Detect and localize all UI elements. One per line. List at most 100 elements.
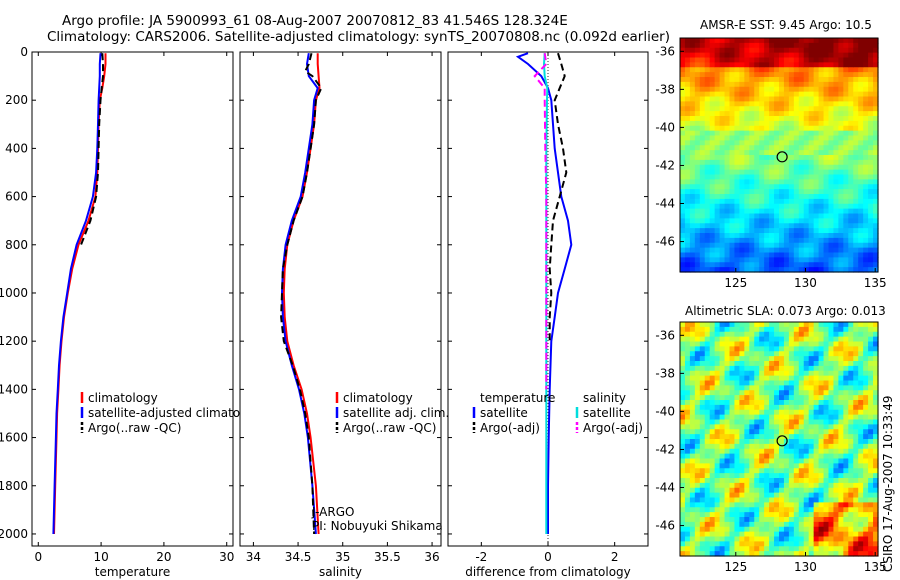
sla-map-cell <box>848 531 854 538</box>
sla-map-cell <box>813 512 820 518</box>
sst-map-cell <box>868 81 874 88</box>
sst-map-cell <box>744 130 750 137</box>
sla-map-cell <box>769 531 775 538</box>
sst-map-cell <box>744 189 750 195</box>
depth-tick-label: 1000 <box>0 286 28 300</box>
sla-map-cell <box>709 468 716 474</box>
sla-map-cell <box>833 419 839 425</box>
sla-map-cell <box>848 463 854 469</box>
sst-map-cell <box>680 52 686 59</box>
sst-map-cell <box>729 135 736 141</box>
sla-map-cell <box>793 443 800 450</box>
sla-map-cell <box>680 365 686 372</box>
sla-map-cell <box>803 473 810 479</box>
sst-map-cell <box>759 38 765 44</box>
sla-map-cell <box>729 365 736 372</box>
sst-map-cell <box>714 189 721 195</box>
sla-map-cell <box>803 375 810 382</box>
sla-map-cell <box>803 497 810 503</box>
sst-map-cell <box>759 247 765 254</box>
sst-map-cell <box>754 184 760 190</box>
sst-map-cell <box>828 130 835 137</box>
sst-map-cell <box>684 111 691 117</box>
sla-map-cell <box>709 375 716 382</box>
sst-map-cell <box>709 91 716 98</box>
sst-map-cell <box>714 213 721 219</box>
sla-map-cell <box>694 443 701 450</box>
sst-map-cell <box>779 42 785 49</box>
sla-map-cell <box>793 478 800 484</box>
sst-map-cell <box>818 198 825 205</box>
sst-map-cell <box>848 233 854 239</box>
sst-map-cell <box>813 72 820 78</box>
sst-map-cell <box>729 174 736 180</box>
sst-map-cell <box>739 81 745 88</box>
sla-map-cell <box>689 409 696 416</box>
sst-map-cell <box>744 179 750 185</box>
sst-map-cell <box>873 91 879 98</box>
sst-map-cell <box>724 262 731 268</box>
sst-map-cell <box>868 86 874 93</box>
sst-map-cell <box>749 150 755 156</box>
sla-map-cell <box>769 507 775 513</box>
sst-map-cell <box>818 223 825 229</box>
sla-map-cell <box>858 322 864 328</box>
sst-map-cell <box>853 38 859 44</box>
sla-map-cell <box>689 395 696 401</box>
sla-map-cell <box>774 395 780 401</box>
sla-map-cell <box>798 404 805 411</box>
sla-map-cell <box>774 463 780 469</box>
sla-map-cell <box>793 351 800 357</box>
sla-map-cell <box>843 336 849 343</box>
sla-map-cell <box>714 429 721 435</box>
sst-map-cell <box>749 213 755 219</box>
sla-map-cell <box>684 448 691 455</box>
sst-map-cell <box>754 179 760 185</box>
sla-map-cell <box>803 487 810 494</box>
sst-map-cell <box>689 62 696 68</box>
sst-map-cell <box>694 57 701 63</box>
sla-map-cell <box>759 482 765 489</box>
sst-map-cell <box>853 106 859 112</box>
sst-map-cell <box>719 77 726 83</box>
sla-map-cell <box>680 458 686 464</box>
sla-map-cell <box>813 497 820 503</box>
sla-map-cell <box>858 448 864 455</box>
sst-map-cell <box>764 52 770 59</box>
sst-map-cell <box>729 252 736 258</box>
sst-map-cell <box>783 81 790 88</box>
sla-map-cell <box>813 517 820 523</box>
sst-map-cell <box>813 57 820 63</box>
sla-map-cell <box>769 453 775 460</box>
sst-map-cell <box>853 198 859 205</box>
sla-map-cell <box>764 385 770 391</box>
sla-map-cell <box>709 502 716 508</box>
sla-map-cell <box>808 497 815 503</box>
sst-map-cell <box>774 77 780 83</box>
sst-map-cell <box>803 169 810 176</box>
sla-map-cell <box>774 419 780 425</box>
sla-map-cell <box>704 507 711 513</box>
sla-map-cell <box>704 478 711 484</box>
sst-map-cell <box>843 140 849 146</box>
sst-map-cell <box>873 208 879 215</box>
sst-map-cell <box>793 174 800 180</box>
sst-map-cell <box>779 86 785 93</box>
sst-map-cell <box>818 267 825 273</box>
sla-map-cell <box>774 331 780 338</box>
sst-map-cell <box>689 223 696 229</box>
sla-map-cell <box>680 439 686 445</box>
sst-map-cell <box>808 150 815 156</box>
sla-map-cell <box>759 541 765 547</box>
sst-map-cell <box>813 237 820 244</box>
sla-map-cell <box>818 385 825 391</box>
sla-map-cell <box>868 448 874 455</box>
sla-map-cell <box>788 331 795 338</box>
sla-map-cell <box>798 541 805 547</box>
sst-map-cell <box>719 159 726 166</box>
sst-map-cell <box>734 101 740 107</box>
sst-map-cell <box>873 57 879 63</box>
sla-map-cell <box>769 380 775 386</box>
sla-map-cell <box>699 322 706 328</box>
sst-map-cell <box>828 42 835 49</box>
